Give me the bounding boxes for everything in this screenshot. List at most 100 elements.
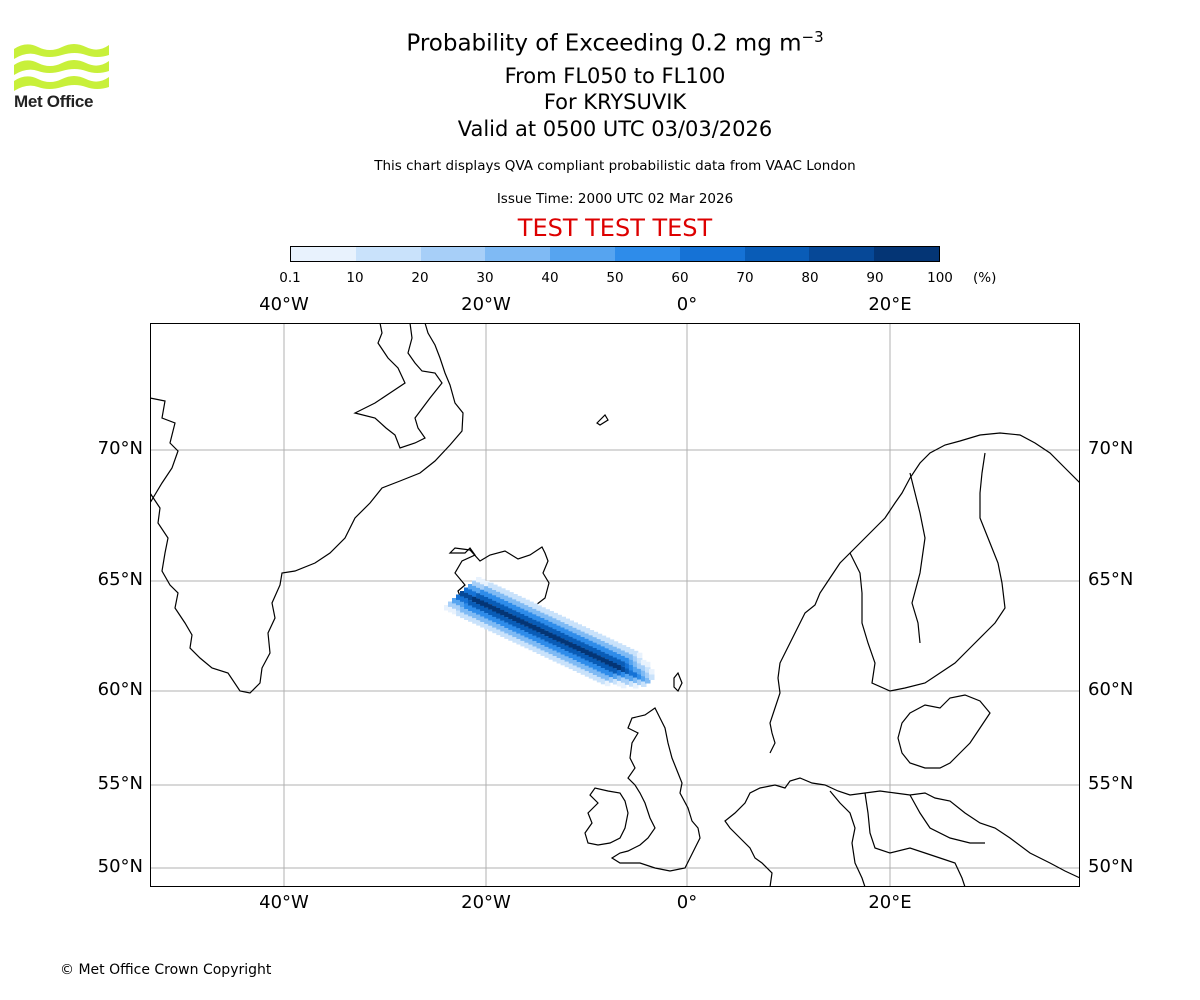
plume-cell <box>600 668 607 674</box>
copyright: © Met Office Crown Copyright <box>60 962 272 978</box>
plume-cell <box>516 606 522 613</box>
plume-cell <box>520 603 526 609</box>
plume-cell <box>504 611 510 618</box>
plume-cell <box>492 622 498 628</box>
plume-cell <box>504 601 510 607</box>
plume-cell <box>492 590 498 596</box>
latitude-label: 50°N <box>1088 856 1134 877</box>
plume-cell <box>584 644 591 650</box>
plume-cell <box>596 633 603 640</box>
europe-coast <box>724 777 1080 887</box>
plume-cell <box>576 624 582 630</box>
plume-cell <box>516 617 522 623</box>
plume-cell <box>480 589 486 596</box>
plume-cell <box>548 632 554 639</box>
plume-cell <box>480 616 486 623</box>
plume-cell <box>540 639 546 646</box>
plume-cell <box>592 675 599 681</box>
plume-cell <box>452 608 458 615</box>
plume-cell <box>608 666 615 672</box>
plume-cell <box>476 582 482 588</box>
plume-cell <box>637 679 643 686</box>
plume-cell <box>524 615 530 622</box>
plume-cell <box>616 654 623 660</box>
plume-cell <box>468 605 474 612</box>
colorbar-segment <box>614 247 680 261</box>
plume-cell <box>564 651 571 657</box>
plume-cell <box>560 643 567 650</box>
title-superscript: −3 <box>801 28 824 46</box>
colorbar-tick-label: 70 <box>736 270 754 286</box>
plume-cell <box>636 663 643 669</box>
plume-cell <box>604 653 611 660</box>
plume-cell <box>492 584 498 591</box>
plume-cell <box>560 627 566 633</box>
plume-cell <box>544 636 550 642</box>
plume-cell <box>600 657 607 663</box>
plume-cell <box>620 645 627 651</box>
plume-cell <box>588 640 595 647</box>
plume-cell <box>592 648 599 654</box>
latitude-label: 55°N <box>1088 773 1134 794</box>
plume-cell <box>500 604 506 610</box>
plume-cell <box>544 619 550 626</box>
plume-cell <box>528 623 534 629</box>
colorbar-tick-label: 80 <box>801 270 819 286</box>
plume-cell <box>628 670 635 676</box>
plume-cell <box>476 593 482 599</box>
plume-cell <box>464 598 470 604</box>
plume-cell <box>496 602 502 609</box>
plume-cell <box>633 677 639 684</box>
longitude-label: 20°E <box>868 294 912 315</box>
plume-cell <box>564 656 571 662</box>
longitude-label: 20°W <box>461 294 511 315</box>
plume-cell <box>592 642 599 649</box>
plume-cell <box>616 664 623 671</box>
plume-cell <box>588 662 595 668</box>
plume-cell <box>612 662 619 669</box>
plume-cell <box>568 658 575 664</box>
map-background <box>150 323 1080 887</box>
plume-cell <box>520 597 526 604</box>
plume-cell <box>572 627 578 634</box>
plume-cell <box>500 626 506 632</box>
plume-cell <box>460 607 466 613</box>
plume-cell <box>572 660 579 666</box>
plume-cell <box>532 619 538 626</box>
plume-cell <box>504 628 510 634</box>
plume-cell <box>476 587 482 594</box>
plume-cell <box>596 639 603 645</box>
plume-cell <box>564 618 570 625</box>
plume-cell <box>512 621 518 627</box>
plume-cell <box>632 661 639 667</box>
plume-cell <box>572 638 579 645</box>
plume-cell <box>628 654 635 660</box>
plume-cell <box>572 649 579 655</box>
colorbar-segment <box>355 247 421 261</box>
issue-time: Issue Time: 2000 UTC 02 Mar 2026 <box>496 191 734 207</box>
longitude-label: 0° <box>676 892 698 913</box>
latitude-label: 60°N <box>97 679 143 700</box>
plume-cell <box>620 666 627 673</box>
plume-cell <box>468 611 474 617</box>
plume-cell <box>528 628 534 634</box>
plume-cell <box>604 659 611 665</box>
plume-cell <box>556 652 563 659</box>
plume-cell <box>536 605 542 611</box>
plume-cell <box>608 677 615 683</box>
plume-cell <box>460 601 466 608</box>
plume-cell <box>468 600 474 606</box>
plume-cell <box>620 661 627 667</box>
chart-title: Probability of Exceeding 0.2 mg m−3 <box>0 28 1200 57</box>
plume-cell <box>472 591 478 597</box>
plume-cell <box>444 605 450 611</box>
plume-cell <box>588 646 595 652</box>
plume-cell <box>464 614 470 620</box>
plume-cell <box>560 654 567 660</box>
plume-cell <box>612 668 619 674</box>
plume-cell <box>584 655 591 661</box>
plume-cell <box>516 601 522 607</box>
plume-cell <box>649 669 655 675</box>
plume-cell <box>532 614 538 620</box>
plume-cell <box>600 673 607 679</box>
